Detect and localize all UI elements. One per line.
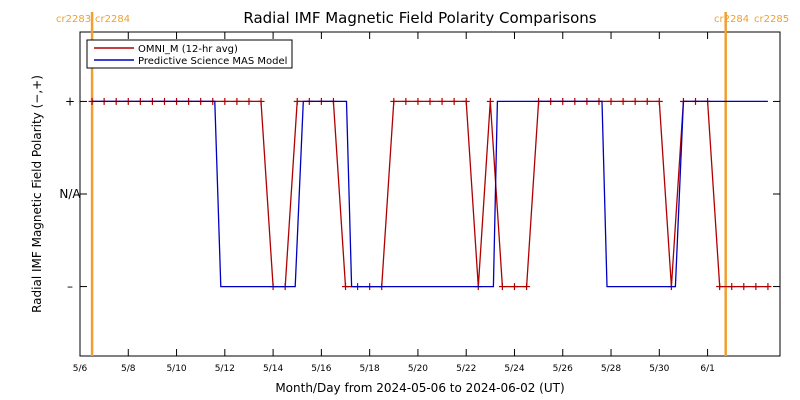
series-0-point-46 [643, 97, 651, 105]
x-tick-label-2: 5/10 [166, 364, 186, 374]
x-tick-label-4: 5/14 [263, 364, 283, 374]
x-tick-label-1: 5/8 [121, 364, 136, 374]
series-0-point-52 [716, 283, 724, 291]
x-tick-label-8: 5/22 [456, 364, 476, 374]
legend-label-omni: OMNI_M (12-hr avg) [138, 44, 238, 55]
tick-layer: 5/6 5/8 5/10 5/12 5/14 5/16 5/18 5/20 5/22 5/24 5/… [59, 32, 780, 374]
series-0-point-26 [402, 97, 410, 105]
legend-box [86, 39, 293, 69]
x-tick-label-12: 5/30 [649, 364, 669, 374]
legend: OMNI_M (12-hr avg) Predictive Science MA… [86, 39, 293, 69]
series-0-point-27 [414, 97, 422, 105]
chart-title: Radial IMF Magnetic Field Polarity Compa… [243, 9, 596, 27]
x-tick-label-6: 5/18 [360, 364, 380, 374]
series-0-point-43 [607, 97, 615, 105]
x-tick-label-5: 5/16 [311, 364, 331, 374]
series-0-point-11 [221, 97, 229, 105]
series-0-point-17 [293, 97, 301, 105]
y-tick-label-0: + [65, 94, 75, 108]
series-line-1 [92, 100, 768, 288]
x-tick-label-11: 5/28 [601, 364, 621, 374]
series-0-point-34 [498, 283, 506, 291]
series-0-point-29 [438, 97, 446, 105]
series-0-point-28 [426, 97, 434, 105]
x-tick-label-3: 5/12 [215, 364, 235, 374]
x-tick-label-7: 5/20 [408, 364, 428, 374]
series-0-point-44 [619, 97, 627, 105]
x-axis-label: Month/Day from 2024-05-06 to 2024-06-02 … [275, 381, 564, 395]
series-0-point-14 [257, 97, 265, 105]
series-line-0 [92, 100, 768, 288]
series-0-point-35 [510, 283, 518, 291]
x-tick-label-0: 5/6 [73, 364, 88, 374]
carrington-marker-layer [90, 12, 727, 356]
series-0-point-36 [523, 283, 531, 291]
series-0-point-56 [764, 283, 772, 291]
series-0-point-47 [655, 97, 663, 105]
series-0-point-21 [342, 283, 350, 291]
plot-frame [79, 31, 781, 357]
series-0-point-25 [390, 97, 398, 105]
series-layer [88, 97, 772, 291]
series-0-point-30 [450, 97, 458, 105]
series-0-point-55 [752, 283, 760, 291]
x-tick-label-13: 6/1 [700, 364, 714, 374]
cr-marker-label-1-left: cr2283 [56, 14, 91, 25]
x-tick-label-10: 5/26 [553, 364, 573, 374]
series-0-point-13 [245, 97, 253, 105]
series-0-point-54 [740, 283, 748, 291]
cr-marker-label-2-left: cr2284 [714, 14, 749, 25]
legend-label-mas: Predictive Science MAS Model [138, 56, 287, 67]
y-axis-label: Radial IMF Magnetic Field Polarity (−,+) [30, 75, 44, 313]
y-tick-label-1: N/A [59, 187, 81, 201]
x-tick-label-9: 5/24 [504, 364, 524, 374]
series-0-point-45 [631, 97, 639, 105]
series-0-point-31 [462, 97, 470, 105]
series-0-point-53 [728, 283, 736, 291]
cr-marker-label-1-right: cr2284 [95, 14, 130, 25]
y-tick-label-2: – [67, 280, 73, 294]
cr-marker-label-2-right: cr2285 [754, 14, 789, 25]
series-0-point-33 [486, 97, 494, 105]
series-0-point-12 [233, 97, 241, 105]
